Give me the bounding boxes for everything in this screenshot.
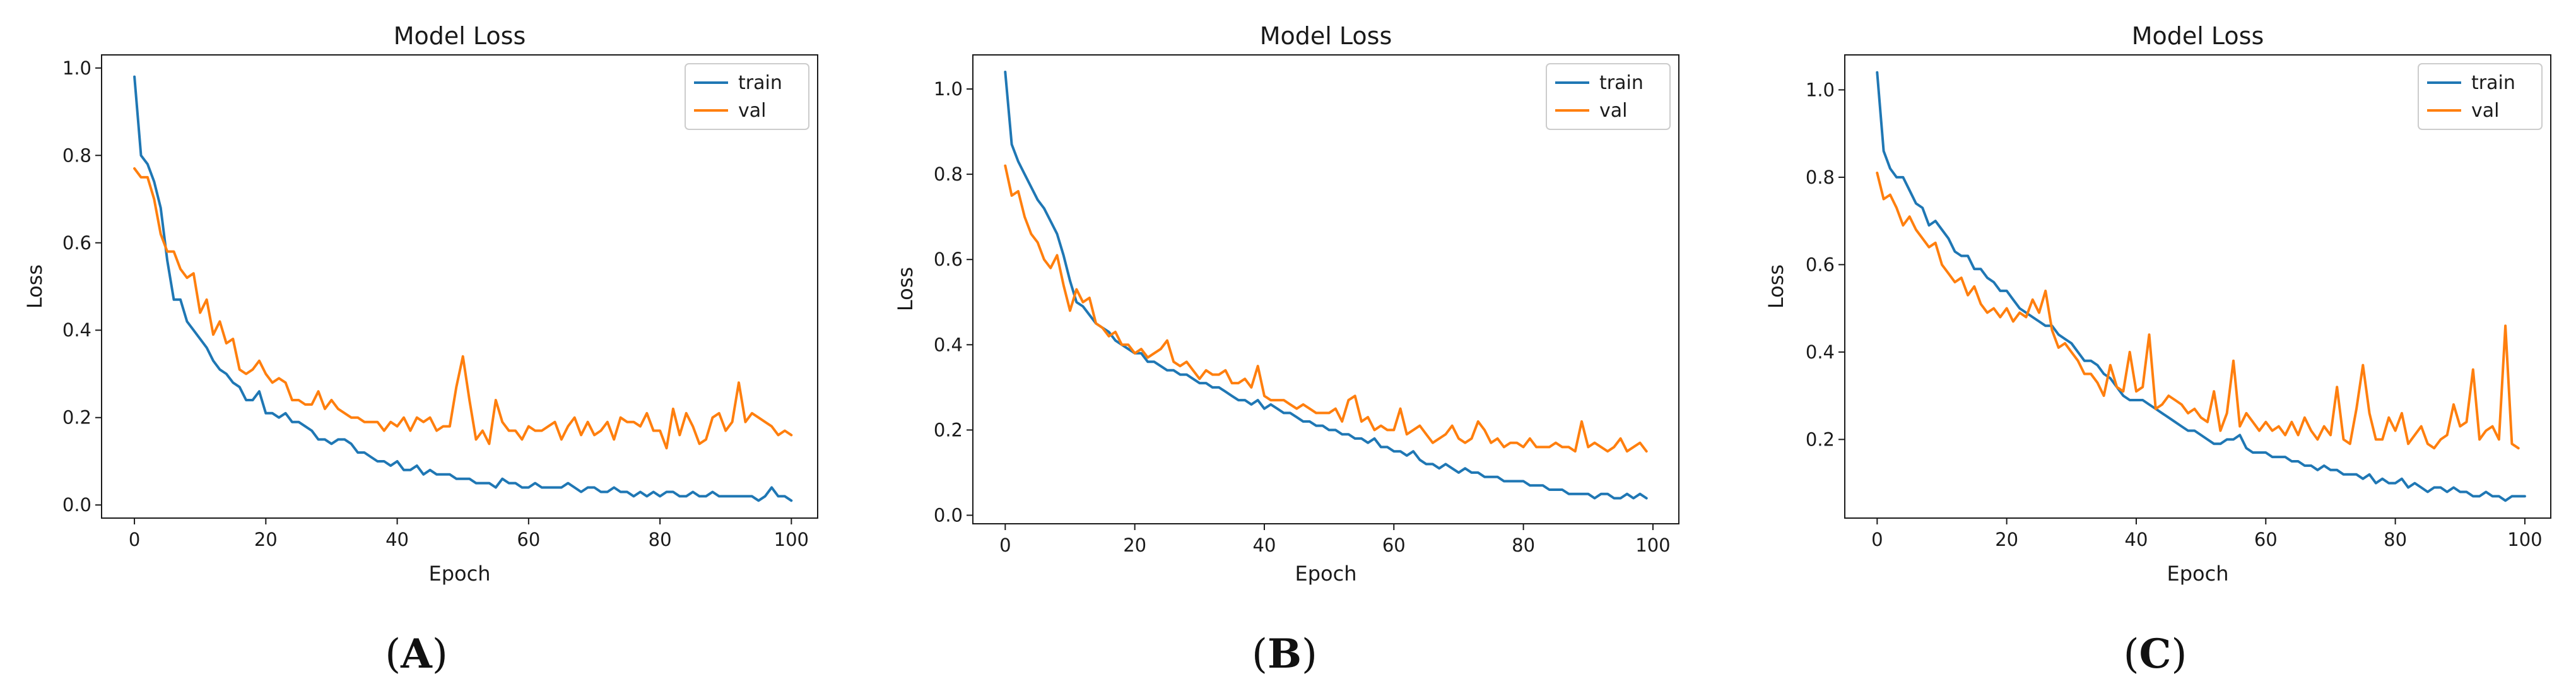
panel-b-y-tick-label: 0.4	[934, 334, 963, 355]
panel-c-plot-area	[1844, 54, 2551, 519]
panel-c-ticks: 0 20 40 60 80 100 0.2 0.4 0.6 0.8 1.0	[1806, 79, 2543, 550]
panel-b-y-axis-label: Loss	[893, 267, 917, 311]
panel-b-title: Model Loss	[1260, 22, 1392, 50]
panel-c-y-axis-label: Loss	[1764, 264, 1788, 309]
panel-a-x-tick-label: 20	[254, 529, 278, 550]
panel-a-x-tick-label: 0	[129, 529, 140, 550]
panel-b-x-tick-label: 20	[1123, 534, 1146, 556]
panel-c-y-tick-label: 0.2	[1806, 428, 1835, 450]
panel-c-y-tick-label: 0.8	[1806, 167, 1835, 188]
panel-b-legend-box	[1546, 63, 1671, 130]
panel-c-train-line	[1876, 71, 2526, 502]
panel-a-y-tick-label: 0.8	[62, 145, 91, 166]
panel-c-x-tick-label: 60	[2254, 529, 2278, 550]
panel-b-y-tick-label: 0.8	[934, 163, 963, 185]
panel-c-x-tick-label: 80	[2384, 529, 2407, 550]
panel-a-label: (A)	[385, 630, 448, 678]
panel-b-label: (B)	[1252, 630, 1317, 678]
panel-a-ticks: 0 20 40 60 80 100 0.0 0.2 0.4 0.6 0.8 1.0	[62, 57, 809, 550]
panel-c-lines	[1876, 71, 2526, 502]
panel-c-label-letter: C	[2139, 630, 2172, 678]
panel-a-legend-label-val: val	[738, 100, 766, 122]
panel-b-legend-label-train: train	[1599, 72, 1644, 94]
panel-b-y-tick-label: 0.0	[934, 504, 963, 526]
panel-b-legend: train val	[1546, 63, 1671, 130]
panel-a-lines	[133, 75, 793, 502]
panel-c-y-tick-label: 1.0	[1806, 79, 1835, 100]
panel-a-y-axis-label: Loss	[23, 264, 47, 309]
panel-a-y-tick-label: 0.6	[62, 232, 91, 254]
panel-c-title: Model Loss	[2132, 22, 2264, 50]
panel-c-x-tick-label: 0	[1871, 529, 1883, 550]
panel-a-train-line	[133, 75, 793, 502]
chart-panel-a: Model Loss Epoch Loss 0 20 40 60 80 100 0.0 0.2…	[23, 22, 818, 678]
panel-a-legend: train val	[685, 63, 809, 130]
panel-c-y-tick-label: 0.4	[1806, 341, 1835, 363]
panel-b-x-tick-label: 60	[1382, 534, 1406, 556]
panel-c-label: (C)	[2124, 630, 2187, 678]
panel-c-x-tick-label: 100	[2507, 529, 2542, 550]
panel-a-y-tick-label: 0.4	[62, 319, 91, 341]
panel-c-legend-label-train: train	[2471, 72, 2515, 94]
chart-panel-b: Model Loss Epoch Loss 0 20 40 60 80 100 0.0 0.2…	[893, 22, 1679, 678]
panel-b-y-tick-label: 0.6	[934, 249, 963, 270]
panel-b-ticks: 0 20 40 60 80 100 0.0 0.2 0.4 0.6 0.8 1.0	[934, 78, 1671, 556]
panel-b-lines	[1004, 71, 1648, 500]
panel-b-x-tick-label: 100	[1635, 534, 1670, 556]
panel-b-val-line	[1004, 164, 1648, 453]
panel-a-x-tick-label: 40	[385, 529, 409, 550]
panel-a-x-tick-label: 60	[517, 529, 540, 550]
panel-c-x-axis-label: Epoch	[2167, 562, 2229, 586]
panel-c-y-tick-label: 0.6	[1806, 254, 1835, 275]
chart-panel-c: Model Loss Epoch Loss 0 20 40 60 80 100 0.2 0.4…	[1764, 22, 2551, 678]
panel-b-y-tick-label: 0.2	[934, 419, 963, 440]
panel-a-y-tick-label: 0.0	[62, 494, 91, 516]
panel-a-val-line	[133, 167, 793, 450]
panel-a-y-tick-label: 1.0	[62, 57, 91, 79]
panel-c-x-tick-label: 40	[2125, 529, 2148, 550]
panel-a-title: Model Loss	[394, 22, 526, 50]
panel-b-x-tick-label: 40	[1253, 534, 1276, 556]
panel-b-train-line	[1004, 71, 1648, 500]
panel-b-x-tick-label: 80	[1512, 534, 1535, 556]
panel-a-x-tick-label: 100	[774, 529, 809, 550]
panel-a-legend-label-train: train	[738, 72, 782, 94]
panel-a-x-tick-label: 80	[649, 529, 672, 550]
panel-c-x-tick-label: 20	[1995, 529, 2018, 550]
panel-a-y-tick-label: 0.2	[62, 407, 91, 428]
panel-a-legend-box	[685, 63, 809, 130]
panel-b-label-letter: B	[1267, 630, 1302, 678]
panel-a-x-axis-label: Epoch	[429, 562, 491, 586]
panel-c-legend: train val	[2418, 63, 2543, 130]
panel-c-legend-label-val: val	[2471, 100, 2499, 122]
panel-a-label-letter: A	[400, 630, 433, 678]
panel-b-x-tick-label: 0	[999, 534, 1011, 556]
panel-b-x-axis-label: Epoch	[1295, 562, 1357, 586]
panel-c-val-line	[1876, 172, 2520, 450]
panel-b-y-tick-label: 1.0	[934, 78, 963, 100]
panel-c-legend-box	[2418, 63, 2543, 130]
panel-b-legend-label-val: val	[1599, 100, 1627, 122]
